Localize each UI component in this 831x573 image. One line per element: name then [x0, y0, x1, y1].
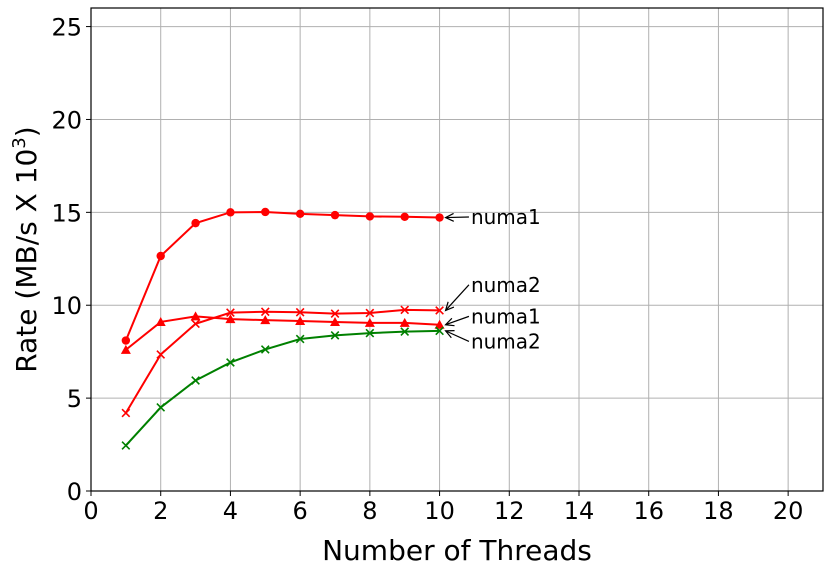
- x-tick-label: 6: [293, 497, 308, 525]
- data-point: [435, 306, 444, 315]
- data-point: [190, 311, 201, 321]
- series-line: [124, 210, 440, 341]
- annotation-label: numa1: [471, 205, 541, 229]
- data-point: [121, 441, 131, 450]
- data-point: [156, 251, 165, 261]
- data-point: [226, 308, 235, 318]
- y-tick-label: 25: [51, 14, 82, 42]
- annotation-arrowhead: [444, 330, 455, 339]
- y-tick-label: 5: [67, 385, 82, 413]
- annotation-arrow: [445, 315, 470, 326]
- y-tick-label: 15: [51, 199, 82, 227]
- series-4: [121, 326, 444, 450]
- data-point: [330, 309, 340, 318]
- annotation: numa1: [444, 205, 541, 229]
- annotation-label: numa2: [471, 273, 541, 297]
- y-axis-label-superscript: 3: [9, 137, 30, 148]
- data-point: [156, 403, 166, 412]
- data-point: [225, 314, 236, 324]
- annotation-label: numa1: [471, 304, 541, 328]
- data-point: [226, 358, 235, 367]
- data-point: [330, 316, 340, 326]
- axis-ticks: 0 2 4 6 8 10 12 14 16 18 20 0 5 10 15 20 25: [51, 14, 803, 525]
- data-point: [295, 316, 306, 326]
- data-point: [400, 327, 410, 336]
- series-3: [120, 311, 445, 354]
- y-tick-label: 20: [51, 106, 82, 134]
- annotation-arrow: [445, 330, 470, 343]
- annotation-arrowhead: [444, 317, 455, 327]
- annotation-arrow: [445, 284, 470, 311]
- x-tick-label: 2: [153, 497, 168, 525]
- series-line: [125, 315, 440, 351]
- data-point: [399, 317, 410, 327]
- y-axis-label-close: ): [10, 126, 43, 137]
- data-point: [121, 336, 131, 345]
- data-point: [434, 319, 445, 329]
- x-tick-label: 4: [223, 497, 238, 525]
- y-tick-label: 0: [67, 478, 82, 506]
- data-point: [260, 315, 271, 325]
- data-point: [191, 376, 200, 385]
- data-point: [120, 344, 131, 354]
- x-tick-label: 16: [633, 497, 664, 525]
- data-point: [365, 308, 375, 318]
- x-tick-label: 20: [773, 497, 804, 525]
- data-point: [330, 210, 340, 220]
- y-axis-label: Rate (MB/s X 103): [9, 126, 43, 372]
- data-point: [121, 408, 131, 418]
- annotation-label: numa2: [471, 329, 541, 353]
- data-point: [260, 307, 270, 317]
- annotation-arrowhead: [444, 301, 455, 312]
- data-point: [365, 328, 375, 338]
- data-point: [260, 345, 270, 354]
- data-point: [364, 317, 375, 327]
- x-tick-label: 18: [703, 497, 734, 525]
- series-line: [124, 308, 440, 414]
- data-point: [365, 212, 375, 221]
- x-axis-label: Number of Threads: [322, 534, 592, 567]
- data-point: [155, 316, 166, 326]
- y-axis-label-main: Rate (MB/s X 10: [10, 149, 43, 373]
- annotation: numa2: [444, 273, 541, 312]
- annotation-arrow: [445, 216, 469, 219]
- data-point: [330, 330, 340, 340]
- grid-lines: [90, 8, 823, 492]
- data-point: [226, 208, 235, 217]
- x-tick-label: 10: [424, 497, 455, 525]
- annotation-arrowhead: [444, 212, 455, 222]
- data-point: [156, 350, 166, 359]
- y-tick-label: 10: [51, 292, 82, 320]
- data-point: [435, 326, 444, 336]
- data-point: [191, 218, 200, 228]
- x-tick-label: 12: [494, 497, 525, 525]
- data-point: [295, 209, 305, 219]
- x-tick-label: 0: [83, 497, 98, 525]
- annotation: numa2: [444, 329, 541, 353]
- annotation: numa1: [444, 304, 541, 328]
- series-1: [121, 207, 444, 345]
- x-tick-label: 14: [564, 497, 595, 525]
- data-point: [295, 307, 305, 317]
- series-line: [125, 329, 440, 447]
- data-point: [435, 213, 444, 222]
- plot-area-frame: [90, 7, 824, 492]
- data-point: [295, 334, 305, 344]
- series-2: [121, 305, 444, 418]
- data-point: [400, 305, 410, 315]
- data-point: [261, 207, 270, 217]
- data-point: [191, 319, 200, 329]
- data-point: [400, 212, 409, 222]
- data-series: [120, 207, 445, 450]
- x-tick-label: 8: [362, 497, 377, 525]
